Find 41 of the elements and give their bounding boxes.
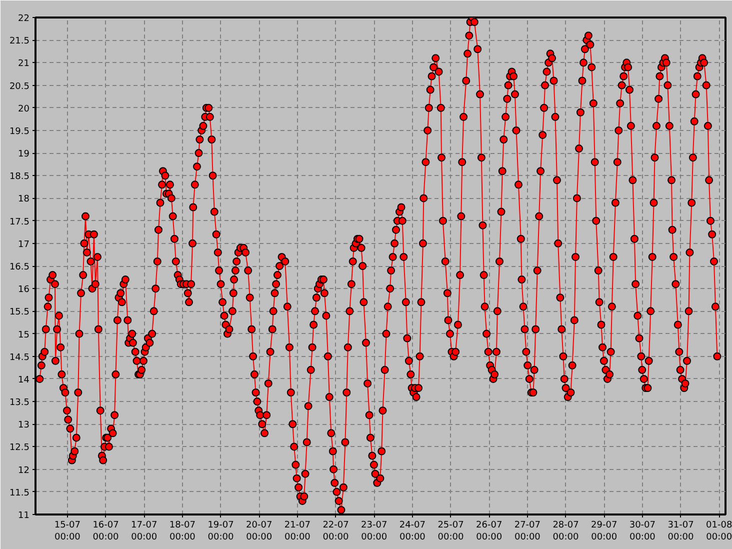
y-tick-label: 16 bbox=[18, 285, 30, 296]
x-tick-label: 25-07 00:00 bbox=[438, 520, 464, 542]
y-tick-label: 19.5 bbox=[9, 126, 30, 137]
x-tick-label: 19-07 00:00 bbox=[208, 520, 234, 542]
y-tick-label: 12 bbox=[18, 466, 30, 476]
x-tick-label: 31-07 00:00 bbox=[668, 520, 694, 542]
x-tick-label: 18-07 00:00 bbox=[169, 520, 196, 542]
y-tick-label: 17 bbox=[18, 240, 30, 250]
x-tick-label: 01-08 00:00 bbox=[706, 520, 732, 542]
y-tick-label: 18.5 bbox=[9, 172, 30, 182]
y-tick-label: 15.5 bbox=[9, 308, 30, 318]
x-tick-label: 27-07 00:00 bbox=[514, 520, 541, 542]
y-tick-label: 13 bbox=[18, 420, 30, 431]
y-tick-label: 15 bbox=[18, 330, 30, 340]
x-tick-label: 15-07 00:00 bbox=[54, 520, 81, 542]
y-tick-label: 19 bbox=[18, 150, 30, 160]
x-tick-label: 21-07 00:00 bbox=[284, 520, 311, 542]
y-tick-label: 16.5 bbox=[9, 262, 30, 272]
y-tick-label: 20 bbox=[18, 104, 30, 114]
y-tick-label: 11.5 bbox=[9, 488, 30, 498]
x-tick-label: 30-07 00:00 bbox=[629, 520, 656, 542]
x-tick-label: 28-07 00:00 bbox=[552, 520, 580, 542]
x-tick-label: 23-07 00:00 bbox=[361, 520, 388, 542]
x-tick-label: 24-07 00:00 bbox=[399, 520, 426, 542]
y-tick-label: 22 bbox=[18, 14, 30, 24]
y-tick-label: 17.5 bbox=[9, 217, 30, 228]
y-tick-label: 11 bbox=[18, 511, 30, 521]
y-tick-label: 13.5 bbox=[9, 398, 30, 408]
x-tick-label: 20-07 00:00 bbox=[246, 520, 272, 542]
x-tick-label: 26-07 00:00 bbox=[476, 520, 502, 542]
y-tick-label: 20.5 bbox=[9, 82, 30, 92]
y-tick-label: 21.5 bbox=[9, 36, 30, 47]
y-tick-label: 21 bbox=[18, 59, 30, 70]
y-tick-label: 12.5 bbox=[9, 443, 30, 454]
x-tick-label: 17-07 00:00 bbox=[131, 520, 158, 542]
y-tick-label: 14.5 bbox=[9, 352, 30, 363]
x-tick-label: 29-07 00:00 bbox=[591, 520, 618, 542]
x-tick-label: 22-07 00:00 bbox=[322, 520, 350, 542]
y-tick-label: 18 bbox=[18, 194, 30, 205]
y-tick-label: 14 bbox=[18, 375, 30, 386]
x-tick-label: 16-07 00:00 bbox=[92, 520, 120, 542]
